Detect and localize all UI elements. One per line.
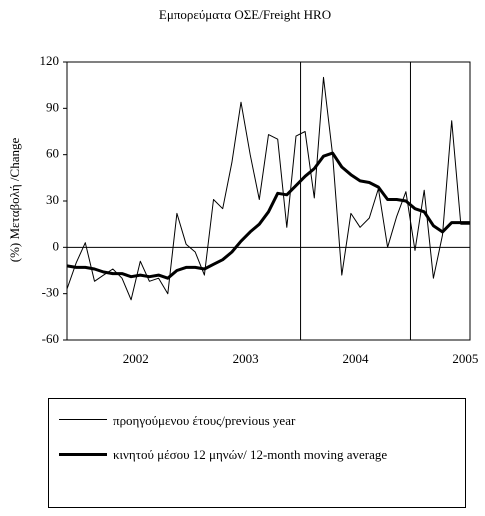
series-line xyxy=(66,76,470,301)
y-tick-label: 0 xyxy=(53,238,60,253)
y-tick-label: 90 xyxy=(46,99,59,114)
legend-entry: προηγούμενου έτους/previous year xyxy=(59,411,455,431)
y-tick-label: 120 xyxy=(40,53,60,68)
x-tick-label: 2002 xyxy=(123,351,149,366)
x-tick-label: 2004 xyxy=(343,351,370,366)
y-tick-label: -30 xyxy=(42,285,59,300)
legend-swatch xyxy=(59,453,107,456)
y-tick-label: 30 xyxy=(46,192,59,207)
x-tick-label: 2005 xyxy=(452,351,478,366)
y-tick-label: 60 xyxy=(46,146,59,161)
series-line xyxy=(66,151,470,280)
plot-frame xyxy=(66,61,471,341)
legend-label: προηγούμενου έτους/previous year xyxy=(113,413,296,428)
chart: Εμπορεύματα ΟΣΕ/Freight HRO (%) Μεταβολή… xyxy=(7,7,478,366)
x-tick-label: 2003 xyxy=(233,351,259,366)
chart-title: Εμπορεύματα ΟΣΕ/Freight HRO xyxy=(159,7,331,22)
legend-label: κινητού μέσου 12 μηνών/ 12-month moving … xyxy=(113,447,388,462)
legend-swatch xyxy=(59,419,107,420)
y-tick-label: -60 xyxy=(42,331,59,346)
legend: προηγούμενου έτους/previous year κινητού … xyxy=(48,398,466,508)
y-axis-label: (%) Μεταβολή /Change xyxy=(7,138,22,263)
legend-entry: κινητού μέσου 12 μηνών/ 12-month moving … xyxy=(59,445,455,465)
